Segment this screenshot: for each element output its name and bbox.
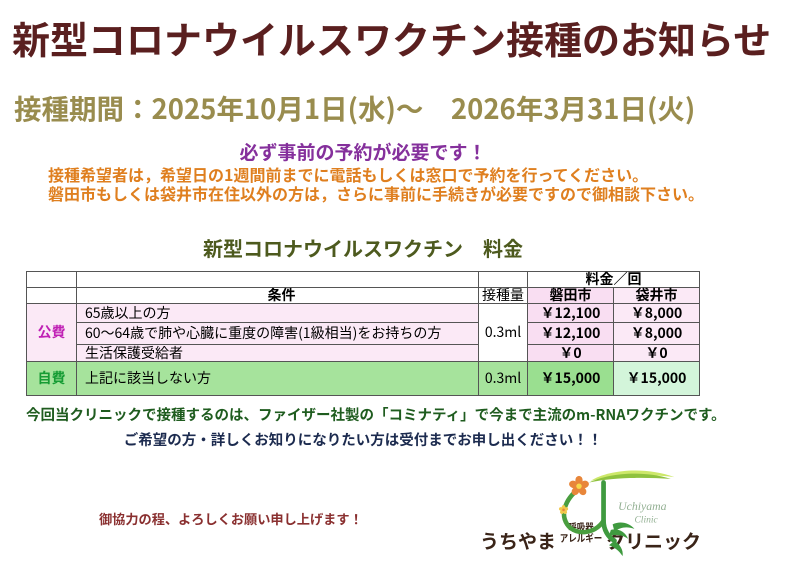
svg-text:Uchiyama: Uchiyama [618, 499, 667, 513]
svg-text:Clinic: Clinic [634, 515, 658, 526]
